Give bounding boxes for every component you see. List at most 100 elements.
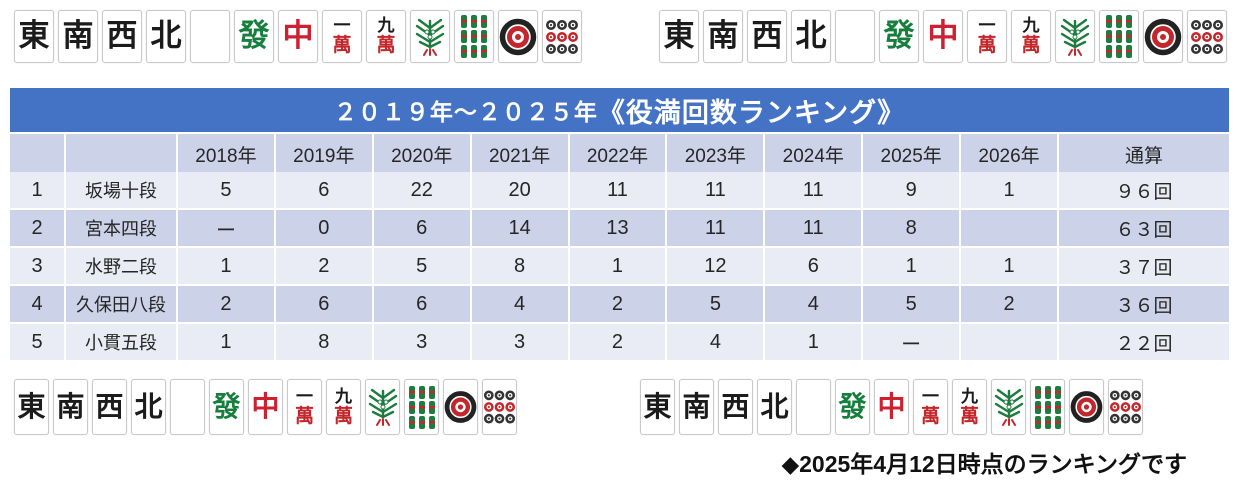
year-value: 6 [373, 286, 470, 322]
year-value: 3 [373, 324, 470, 360]
tile-green-dragon: 發 [835, 379, 870, 435]
year-value: 1 [569, 248, 666, 284]
tile-9-man: 九萬 [1011, 10, 1051, 63]
tile-east-wind: 東 [14, 379, 49, 435]
title-main: 《役満回数ランキング》 [597, 97, 906, 128]
total-value: ３７回 [1058, 248, 1229, 284]
rank-cell: 1 [10, 172, 64, 208]
year-value: 20 [471, 172, 568, 208]
tile-west-wind-glyph: 西 [751, 18, 783, 54]
tile-1-sou [410, 10, 450, 63]
tile-red-dragon-glyph: 中 [282, 18, 314, 54]
tile-9-pin [542, 10, 582, 63]
rank-cell: 4 [10, 286, 64, 322]
tile-white-dragon [170, 379, 205, 435]
year-value: 9 [863, 172, 960, 208]
tile-group-bottom-right: 東南西北 發中一萬九萬 [640, 379, 1143, 436]
tile-1-pin [443, 379, 478, 435]
tile-north-wind: 北 [146, 10, 186, 63]
sparrow-icon [368, 388, 397, 426]
year-value: 5 [863, 286, 960, 322]
tile-9-sou [404, 379, 439, 435]
nine-circles-icon [546, 19, 578, 54]
year-value: 6 [275, 286, 372, 322]
year-value: 8 [863, 210, 960, 246]
year-value: 5 [178, 172, 274, 208]
year-value: 1 [863, 248, 960, 284]
sparrow-icon [994, 388, 1023, 426]
total-value: ９６回 [1058, 172, 1229, 208]
tile-south-wind-glyph: 南 [707, 18, 739, 54]
tile-1-man: 一萬 [287, 379, 322, 435]
tile-green-dragon-glyph: 發 [883, 18, 915, 54]
tile-1-pin [498, 10, 538, 63]
year-value: 2 [569, 286, 666, 322]
bottom-tiles-row: 東南西北發中一萬九萬 [0, 360, 1239, 436]
tile-red-dragon: 中 [874, 379, 909, 435]
year-header: 2024年 [765, 134, 862, 175]
tile-west-wind: 西 [92, 379, 127, 435]
footer-note: ◆2025年4月12日時点のランキングです [781, 451, 1187, 477]
year-value: 2 [275, 248, 372, 284]
rank-cell: 2 [10, 210, 64, 246]
tile-north-wind-glyph: 北 [760, 390, 789, 423]
tile-west-wind: 西 [102, 10, 142, 63]
year-value: 3 [471, 324, 568, 360]
tile-group-top-right: 東南西北 發中一萬九萬 [659, 10, 1227, 64]
tile-west-wind-glyph: 西 [106, 18, 138, 54]
tile-north-wind: 北 [131, 379, 166, 435]
year-value: 4 [667, 324, 764, 360]
player-name: 宮本四段 [66, 210, 176, 246]
player-name: 久保田八段 [66, 286, 176, 322]
nine-circles-icon [483, 390, 516, 424]
tile-south-wind: 南 [58, 10, 98, 63]
tile-9-sou [1099, 10, 1139, 63]
tile-1-man: 一萬 [913, 379, 948, 435]
bamboo-sticks-icon [408, 385, 435, 429]
tile-1-man-glyph: 一萬 [294, 386, 314, 427]
one-circle-icon [1144, 18, 1182, 55]
tile-1-man-glyph: 一萬 [920, 386, 940, 427]
tile-north-wind: 北 [757, 379, 792, 435]
year-header: 2026年 [961, 134, 1057, 175]
tile-9-man: 九萬 [952, 379, 987, 435]
year-value: 6 [765, 248, 862, 284]
sparrow-icon [1060, 18, 1090, 56]
tile-green-dragon-glyph: 發 [212, 390, 241, 423]
tile-red-dragon-glyph: 中 [877, 390, 906, 423]
tile-east-wind: 東 [640, 379, 675, 435]
tile-north-wind-glyph: 北 [150, 18, 182, 54]
rank-cell: 3 [10, 248, 64, 284]
year-value: ー [178, 210, 274, 246]
tile-north-wind-glyph: 北 [795, 18, 827, 54]
year-value: 11 [765, 172, 862, 208]
tile-white-dragon [835, 10, 875, 63]
total-value: ３６回 [1058, 286, 1229, 322]
tile-1-sou [1055, 10, 1095, 63]
rank-cell: 5 [10, 324, 64, 360]
tile-green-dragon-glyph: 發 [238, 18, 270, 54]
tile-west-wind: 西 [747, 10, 787, 63]
tile-east-wind-glyph: 東 [643, 390, 672, 423]
total-value: ２２回 [1058, 324, 1229, 360]
tile-9-man-glyph: 九萬 [1021, 16, 1041, 56]
year-value: 0 [275, 210, 372, 246]
bamboo-sticks-icon [461, 15, 487, 58]
tile-1-man-glyph: 一萬 [332, 16, 352, 56]
year-value: 1 [961, 172, 1057, 208]
tile-west-wind-glyph: 西 [95, 390, 124, 423]
total-header: 通算 [1058, 134, 1229, 175]
tile-1-sou [991, 379, 1026, 435]
player-name: 坂場十段 [66, 172, 176, 208]
year-value: 2 [569, 324, 666, 360]
tile-east-wind: 東 [14, 10, 54, 63]
year-value: 8 [471, 248, 568, 284]
tile-west-wind-glyph: 西 [721, 390, 750, 423]
year-value: 22 [373, 172, 470, 208]
title-bar: ２０１９年～２０２５年 《役満回数ランキング》 [10, 88, 1229, 132]
bamboo-sticks-icon [1034, 385, 1061, 429]
year-value [961, 324, 1057, 360]
year-value: 5 [667, 286, 764, 322]
tile-red-dragon-glyph: 中 [927, 18, 959, 54]
ranking-table: 2018年 2019年 2020年 2021年 2022年 2023年 2024年 2025年… [10, 134, 1229, 360]
